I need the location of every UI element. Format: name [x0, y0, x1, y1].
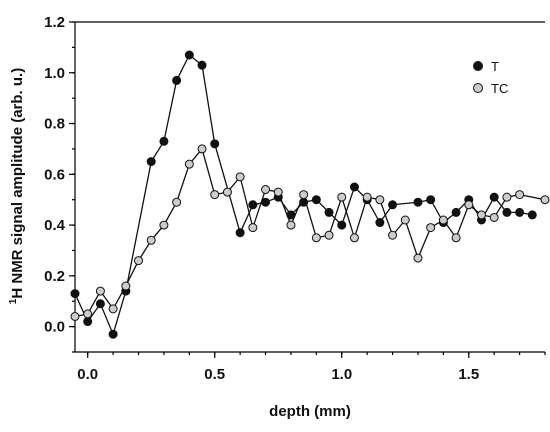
- data-point: [159, 136, 169, 146]
- data-point: [95, 286, 105, 296]
- data-point: [83, 317, 93, 327]
- legend-marker: [473, 61, 483, 71]
- data-point: [235, 172, 245, 182]
- y-tick-label: 0.8: [44, 116, 65, 133]
- series-line: [74, 53, 533, 337]
- data-point: [299, 190, 309, 200]
- data-point: [210, 139, 220, 149]
- data-point: [400, 215, 410, 225]
- data-point: [248, 223, 258, 233]
- y-axis-title-superscript: 1: [8, 298, 19, 304]
- data-point: [324, 230, 334, 240]
- data-point: [235, 228, 245, 238]
- data-point: [121, 281, 131, 291]
- data-point: [273, 187, 283, 197]
- data-point: [349, 182, 359, 192]
- data-point: [388, 200, 398, 210]
- y-tick-label: 0.2: [44, 268, 65, 285]
- y-axis-title: 1H NMR signal amplitude (arb. u.): [8, 68, 26, 304]
- data-point: [83, 309, 93, 319]
- data-point: [172, 197, 182, 207]
- data-point: [388, 230, 398, 240]
- data-point: [464, 200, 474, 210]
- x-tick-label: 1.5: [458, 366, 479, 383]
- series-tc: [70, 144, 550, 321]
- data-point: [515, 207, 525, 217]
- axes: 0.0 0.2 0.4 0.6 0.8 1.0 1.2 0.0 0.5 1.0 1.5: [44, 14, 546, 383]
- data-point: [210, 190, 220, 200]
- data-point: [134, 256, 144, 266]
- data-point: [172, 75, 182, 85]
- data-point: [70, 311, 80, 321]
- data-point: [438, 215, 448, 225]
- legend: T TC: [473, 59, 508, 96]
- y-tick-label: 0.6: [44, 166, 65, 183]
- y-tick-label: 0.4: [44, 217, 66, 234]
- data-point: [515, 190, 525, 200]
- data-point: [476, 210, 486, 220]
- data-point: [108, 304, 118, 314]
- data-point: [413, 253, 423, 263]
- series-layer: [70, 50, 550, 339]
- data-point: [248, 200, 258, 210]
- y-tick-label: 0.0: [44, 319, 65, 336]
- data-point: [426, 195, 436, 205]
- data-point: [184, 50, 194, 60]
- data-point: [349, 233, 359, 243]
- data-point: [362, 192, 372, 202]
- data-point: [286, 220, 296, 230]
- y-axis-title-main: H NMR signal amplitude (arb. u.): [9, 68, 26, 299]
- data-point: [146, 235, 156, 245]
- data-point: [222, 187, 232, 197]
- y-tick-label: 1.0: [44, 65, 65, 82]
- data-point: [375, 195, 385, 205]
- data-point: [311, 233, 321, 243]
- data-point: [527, 210, 537, 220]
- data-point: [489, 192, 499, 202]
- x-axis-title: depth (mm): [269, 403, 351, 420]
- data-point: [540, 195, 550, 205]
- data-point: [70, 289, 80, 299]
- data-point: [489, 212, 499, 222]
- data-point: [502, 207, 512, 217]
- data-point: [184, 159, 194, 169]
- legend-label: TC: [491, 81, 508, 96]
- data-point: [413, 197, 423, 207]
- data-point: [451, 233, 461, 243]
- data-point: [159, 220, 169, 230]
- legend-label: T: [491, 59, 499, 74]
- data-point: [502, 192, 512, 202]
- data-point: [337, 220, 347, 230]
- series-line: [74, 147, 546, 318]
- data-point: [451, 207, 461, 217]
- data-point: [146, 157, 156, 167]
- y-tick-label: 1.2: [44, 14, 65, 31]
- data-point: [261, 185, 271, 195]
- data-point: [426, 223, 436, 233]
- series-t: [70, 50, 537, 339]
- x-tick-label: 0.0: [77, 366, 98, 383]
- x-tick-label: 1.0: [331, 366, 352, 383]
- data-point: [311, 195, 321, 205]
- data-point: [197, 60, 207, 70]
- data-point: [197, 144, 207, 154]
- legend-marker: [473, 83, 483, 93]
- data-point: [95, 299, 105, 309]
- x-tick-label: 0.5: [204, 366, 225, 383]
- data-point: [375, 218, 385, 228]
- data-point: [324, 207, 334, 217]
- data-point: [108, 329, 118, 339]
- data-point: [337, 192, 347, 202]
